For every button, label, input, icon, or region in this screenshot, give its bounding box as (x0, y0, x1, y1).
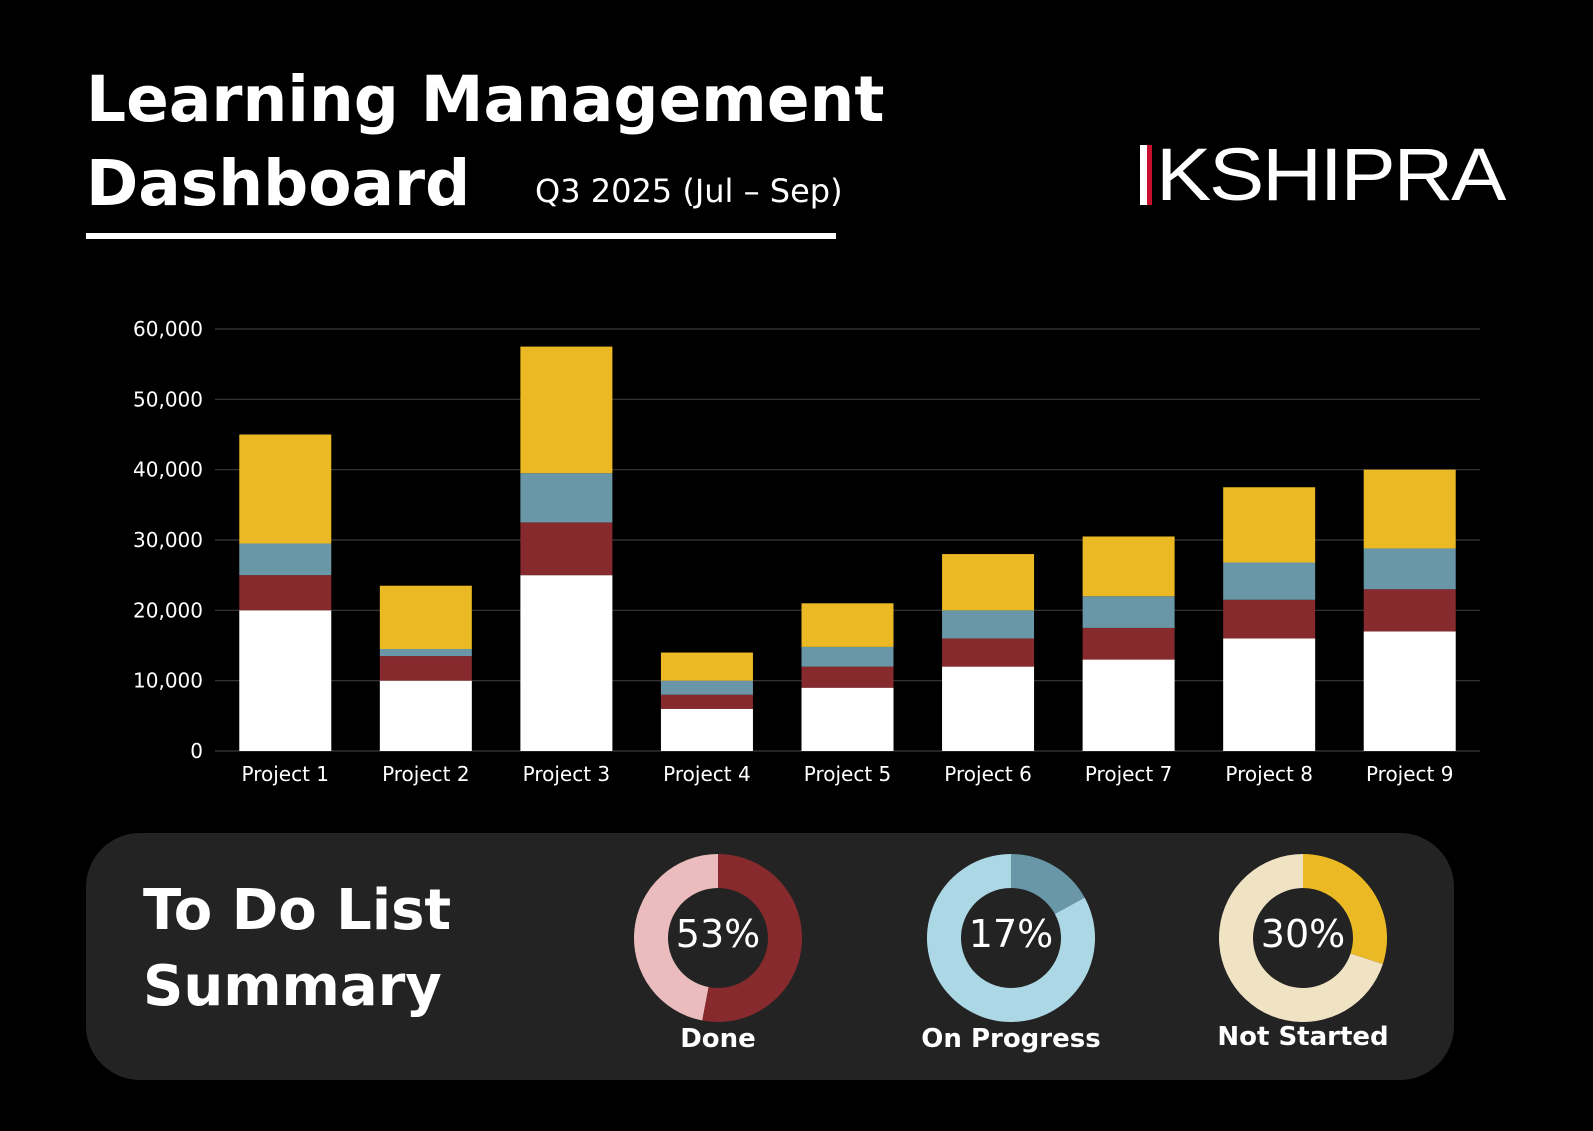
chart-bars (239, 346, 1456, 751)
stacked-bar-chart: 0 10,000 20,000 30,000 40,000 50,000 60,000 Pr… (133, 317, 1480, 786)
done-label: Done (680, 1024, 756, 1054)
bar-segment (520, 522, 613, 576)
bar-segment (239, 575, 332, 611)
page-title: Learning Management Dashboard (86, 58, 885, 226)
bar-segment (660, 680, 753, 695)
done-percent: 53% (675, 912, 761, 956)
on-progress-percent: 17% (968, 912, 1054, 956)
summary-title-line-2: Summary (143, 954, 442, 1019)
y-tick-label: 10,000 (133, 669, 203, 693)
logo-text: KSHIPRA (1156, 133, 1506, 216)
bar-segment (1363, 548, 1456, 590)
x-tick-label: Project 5 (804, 762, 892, 786)
bar-segment (239, 434, 332, 544)
bar-segment (942, 666, 1035, 751)
not-started-label: Not Started (1217, 1022, 1389, 1052)
y-tick-label: 20,000 (133, 598, 203, 622)
on-progress-donut: 17% (927, 854, 1095, 1022)
not-started-donut: 30% (1219, 854, 1387, 1022)
bar-segment (1363, 589, 1456, 632)
bar-segment (942, 610, 1035, 639)
title-underline (86, 233, 836, 239)
bar-segment (1223, 599, 1316, 639)
bar-segment (942, 638, 1035, 667)
bar-segment (239, 543, 332, 576)
bar-segment (801, 666, 894, 688)
bar-segment (1363, 631, 1456, 751)
bar-segment (801, 646, 894, 667)
bar-segment (379, 680, 472, 751)
x-tick-label: Project 2 (382, 762, 470, 786)
bar-segment (1082, 536, 1175, 597)
donut-value-slice (702, 854, 802, 1022)
bar-segment (1223, 487, 1316, 563)
logo-bar-icon (1140, 145, 1152, 205)
on-progress-label: On Progress (921, 1024, 1101, 1054)
x-tick-label: Project 1 (242, 762, 330, 786)
bar-segment (520, 575, 613, 751)
page-title-line-2: Dashboard (86, 147, 471, 220)
bar-segment (1363, 469, 1456, 549)
donut-remaining-slice (927, 854, 1095, 1022)
y-tick-label: 50,000 (133, 387, 203, 411)
bar-segment (520, 473, 613, 523)
bar-segment (942, 554, 1035, 611)
bar-segment (660, 708, 753, 751)
x-tick-label: Project 3 (523, 762, 611, 786)
summary-title: To Do List Summary (143, 873, 451, 1025)
bar-segment (660, 694, 753, 709)
done-donut: 53% (634, 854, 802, 1022)
y-tick-label: 0 (190, 739, 203, 763)
donut-remaining-slice (634, 854, 718, 1021)
bar-segment (379, 656, 472, 681)
x-tick-label: Project 7 (1085, 762, 1173, 786)
todo-summary-panel: To Do List Summary 53% Done 17% On Progr… (86, 833, 1454, 1080)
bar-segment (379, 649, 472, 657)
bar-segment (239, 610, 332, 751)
y-tick-label: 30,000 (133, 528, 203, 552)
x-axis-ticks: Project 1 Project 2 Project 3 Project 4 Proj… (242, 762, 1454, 786)
x-tick-label: Project 9 (1366, 762, 1454, 786)
donut-value-slice (1303, 854, 1387, 964)
y-tick-label: 60,000 (133, 317, 203, 341)
bar-segment (379, 585, 472, 650)
bar-segment (801, 687, 894, 751)
bar-segment (660, 652, 753, 681)
donut-remaining-slice (1219, 854, 1383, 1022)
page-title-line-1: Learning Management (86, 63, 885, 136)
bar-segment (520, 346, 613, 474)
x-tick-label: Project 4 (663, 762, 751, 786)
x-tick-label: Project 6 (944, 762, 1032, 786)
bar-segment (1223, 638, 1316, 751)
x-tick-label: Project 8 (1225, 762, 1313, 786)
bar-segment (1082, 596, 1175, 628)
bar-segment (1082, 659, 1175, 751)
bar-segment (801, 603, 894, 647)
summary-title-line-1: To Do List (143, 878, 452, 943)
kshipra-logo: KSHIPRA (1140, 138, 1506, 212)
not-started-percent: 30% (1260, 912, 1346, 956)
y-tick-label: 40,000 (133, 458, 203, 482)
bar-segment (1223, 562, 1316, 600)
bar-segment (1082, 627, 1175, 660)
donut-value-slice (1011, 854, 1085, 914)
y-axis-ticks: 0 10,000 20,000 30,000 40,000 50,000 60,000 (133, 317, 203, 763)
period-subtitle: Q3 2025 (Jul – Sep) (535, 172, 843, 210)
